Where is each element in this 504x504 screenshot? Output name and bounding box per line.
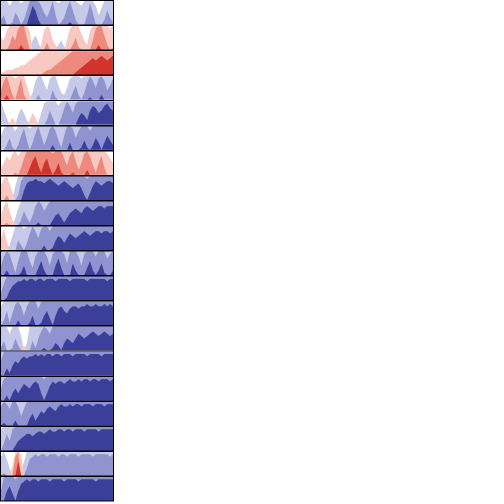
positive-band-3: [1, 479, 113, 501]
row-bands: [1, 326, 113, 351]
horizon-rows: [0, 0, 114, 502]
positive-band-3: [3, 278, 113, 301]
positive-band-3: [1, 258, 113, 276]
positive-band-2: [1, 76, 113, 100]
positive-band-3: [1, 5, 113, 25]
horizon-row: [0, 425, 114, 452]
positive-band-3: [1, 303, 113, 326]
row-bands: [1, 426, 113, 451]
horizon-row: [0, 275, 114, 302]
row-bands: [1, 401, 113, 426]
row-frame: [0, 475, 114, 502]
negative-band-2: [3, 222, 10, 225]
horizon-row: [0, 175, 114, 201]
row-bands: [1, 376, 113, 401]
negative-band-1: [1, 26, 113, 50]
horizon-row: [0, 125, 114, 151]
horizon-row: [0, 75, 114, 101]
row-bands: [1, 126, 113, 150]
row-bands: [1, 1, 113, 25]
negative-band-1: [1, 228, 10, 251]
row-bands: [1, 276, 113, 301]
horizon-row: [0, 250, 114, 277]
horizon-row: [0, 100, 114, 126]
horizon-row: [0, 400, 114, 427]
row-bands: [1, 201, 113, 225]
negative-band-1: [1, 176, 113, 200]
horizon-row: [0, 350, 114, 377]
horizon-row: [0, 50, 114, 76]
positive-band-3: [41, 231, 113, 251]
row-bands: [1, 176, 113, 200]
horizon-row: [0, 375, 114, 402]
row-bands: [1, 476, 113, 501]
positive-band-3: [75, 103, 113, 125]
horizon-row: [0, 475, 114, 502]
row-bands: [1, 101, 113, 125]
positive-band-2: [1, 454, 113, 476]
positive-band-3: [1, 379, 113, 401]
negative-band-3: [1, 55, 113, 75]
negative-band-3: [15, 461, 22, 476]
horizon-row: [0, 200, 114, 226]
positive-band-3: [1, 178, 113, 200]
row-bands: [1, 451, 113, 476]
horizon-row: [0, 450, 114, 477]
negative-band-2: [1, 151, 113, 175]
horizon-row: [0, 0, 114, 26]
positive-band-3: [1, 95, 113, 100]
positive-band-3: [1, 429, 113, 451]
row-bands: [1, 301, 113, 326]
horizon-row: [0, 150, 114, 176]
row-bands: [1, 51, 113, 75]
positive-band-1: [29, 35, 68, 50]
positive-band-3: [1, 354, 113, 376]
row-bands: [1, 251, 113, 276]
row-bands: [1, 76, 113, 100]
row-bands: [1, 351, 113, 376]
positive-band-3: [1, 135, 113, 150]
horizon-row: [0, 25, 114, 51]
positive-band-3: [41, 331, 113, 351]
negative-band-2: [6, 26, 113, 50]
horizon-row: [0, 300, 114, 327]
negative-band-2: [1, 76, 113, 100]
negative-band-1: [1, 201, 16, 225]
negative-band-1: [1, 76, 113, 100]
negative-band-3: [1, 156, 113, 175]
row-bands: [1, 151, 113, 175]
horizon-row: [0, 325, 114, 352]
horizon-row: [0, 225, 114, 252]
positive-band-3: [35, 206, 113, 225]
row-bands: [1, 226, 113, 251]
negative-band-1: [21, 345, 27, 351]
positive-band-3: [1, 404, 113, 426]
negative-band-1: [6, 113, 39, 125]
row-bands: [1, 26, 113, 50]
